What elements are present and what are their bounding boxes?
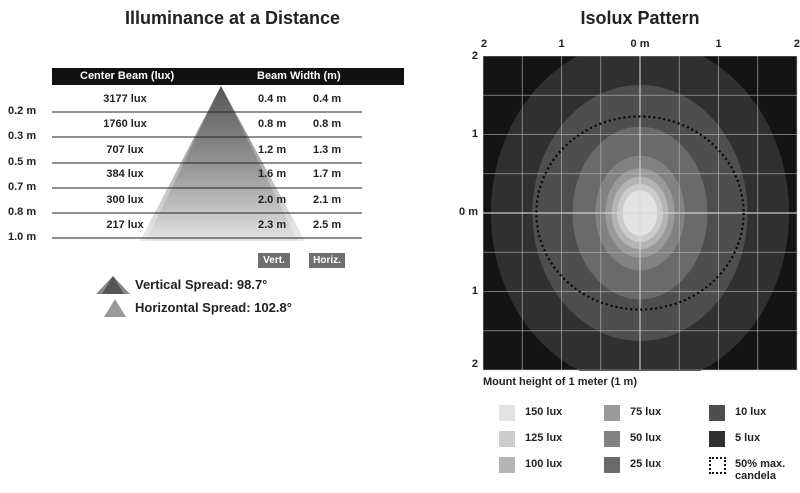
center-lux-value: 3177 lux (103, 93, 147, 105)
vert-width-value: 2.0 m (258, 194, 287, 206)
center-lux-value: 384 lux (106, 168, 144, 180)
vert-width-value: 0.8 m (258, 118, 287, 130)
x-tick-label: 1 (558, 38, 565, 50)
distance-label: 0.5 m (8, 156, 37, 168)
candela-legend-swatch (709, 457, 726, 474)
legend-label: 50 lux (630, 432, 662, 444)
row-lines (52, 111, 362, 239)
vert-width-value: 1.2 m (258, 144, 287, 156)
center-lux-value: 300 lux (106, 194, 144, 206)
x-tick-label: 0 m (630, 38, 650, 50)
x-tick-label: 2 (793, 38, 800, 50)
legend-label: 150 lux (525, 406, 563, 418)
lux-legend-swatch (499, 405, 515, 421)
beam-cone (52, 86, 362, 241)
lux-legend-swatch (604, 457, 620, 473)
candela-50-outline (535, 115, 745, 311)
x-tick-label: 2 (481, 38, 488, 50)
y-tick-label: 2 (471, 358, 478, 370)
left-chart-title: Illuminance at a Distance (124, 8, 341, 28)
lux-legend-swatch (709, 405, 725, 421)
vert-width-value: 0.4 m (258, 93, 287, 105)
center-lux-value: 707 lux (106, 144, 144, 156)
center-lux-value: 1760 lux (103, 118, 147, 130)
lux-legend-swatch (499, 457, 515, 473)
x-tick-label: 1 (715, 38, 722, 50)
vert-width-value: 2.3 m (258, 219, 287, 231)
legend-label: 100 lux (525, 458, 563, 470)
distance-label: 0.8 m (8, 206, 37, 218)
center-lux-value: 217 lux (106, 219, 144, 231)
y-tick-label: 1 (471, 127, 478, 140)
lux-legend-swatch (709, 431, 725, 447)
y-tick-label: 1 (471, 284, 478, 297)
isolux-plot (483, 56, 798, 371)
vertical-spread-label: Vertical Spread: 98.7° (135, 277, 268, 292)
lux-legend-swatch (604, 431, 620, 447)
center-beam-header: Center Beam (lux) (80, 70, 175, 82)
horiz-width-value: 1.7 m (313, 168, 342, 180)
vert-badge: Vert. (258, 253, 290, 268)
distance-label: 0.7 m (8, 181, 37, 193)
beam-width-header: Beam Width (m) (257, 70, 341, 82)
legend-label: 25 lux (630, 458, 662, 470)
y-tick-label: 2 (471, 50, 478, 62)
vertical-spread-icon (96, 276, 130, 294)
distance-label: 0.3 m (8, 130, 37, 142)
horizontal-spread-label: Horizontal Spread: 102.8° (135, 300, 292, 315)
legend-label: 10 lux (735, 406, 767, 418)
horiz-width-value: 0.8 m (313, 118, 342, 130)
horizontal-spread-icon (104, 299, 126, 317)
distance-label: 1.0 m (8, 231, 37, 243)
distance-label: 0.2 m (8, 105, 37, 117)
legend-label: 75 lux (630, 406, 662, 418)
horiz-width-value: 2.1 m (313, 194, 342, 206)
right-chart-title: Isolux Pattern (580, 8, 700, 28)
y-tick-label: 0 m (459, 206, 478, 218)
horiz-width-value: 1.3 m (313, 144, 342, 156)
horiz-width-value: 2.5 m (313, 219, 342, 231)
isolux-caption: Mount height of 1 meter (1 m) (483, 376, 637, 388)
horiz-width-value: 0.4 m (313, 93, 342, 105)
legend-label: 125 lux (525, 432, 563, 444)
lux-legend-swatch (604, 405, 620, 421)
lux-legend-swatch (499, 431, 515, 447)
horiz-badge: Horiz. (309, 253, 345, 268)
vert-width-value: 1.6 m (258, 168, 287, 180)
legend-label: 50% max. candela (735, 458, 786, 482)
legend-label: 5 lux (735, 432, 761, 444)
